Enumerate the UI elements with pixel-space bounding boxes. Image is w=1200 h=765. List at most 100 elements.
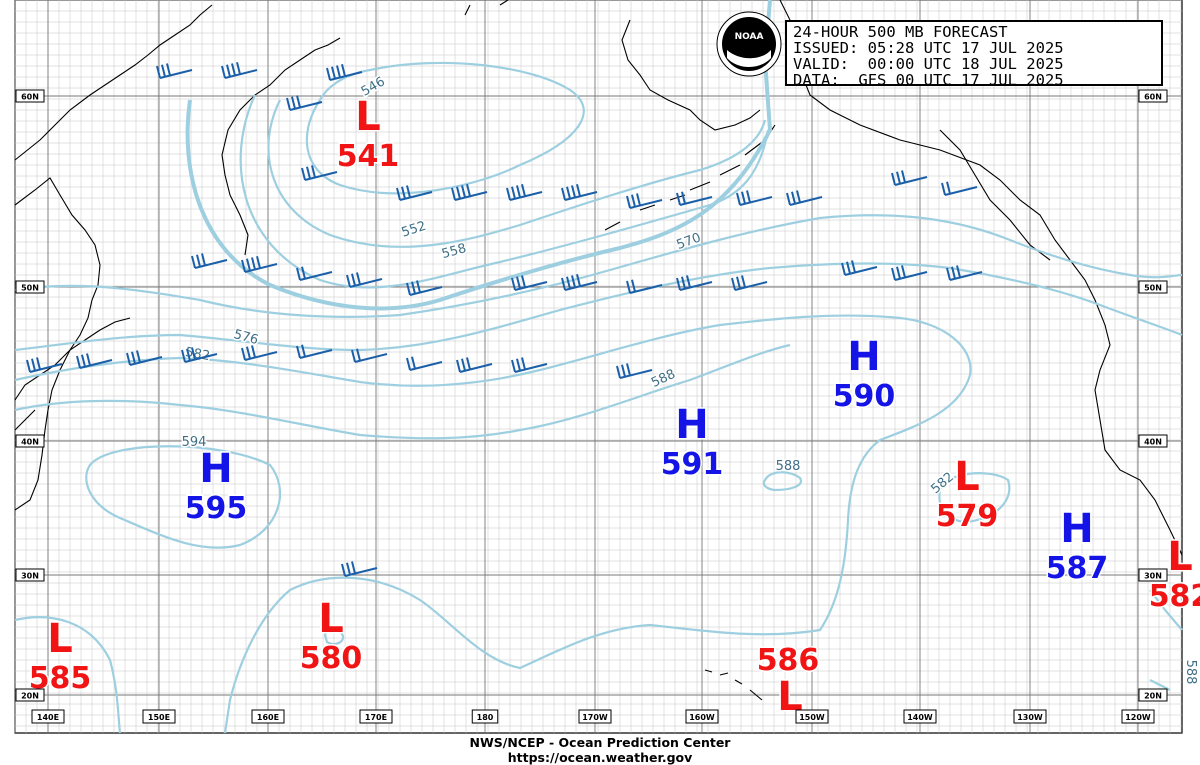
lat-label-50N-right: 50N — [1138, 280, 1168, 294]
contour-east — [1149, 589, 1183, 691]
svg-text:30N: 30N — [21, 572, 39, 581]
pressure-center-L-582: L582 — [1147, 533, 1200, 616]
wind-barb — [511, 357, 548, 373]
lat-label-30N-right: 30N — [1138, 568, 1168, 582]
japan-coast — [14, 317, 131, 431]
wind-barb — [346, 272, 383, 288]
contour-580-small — [323, 628, 345, 646]
svg-text:60N: 60N — [21, 93, 39, 102]
center-type-L: L — [47, 616, 73, 662]
center-type-L: L — [355, 94, 381, 140]
lon-label-180: 180 — [471, 709, 499, 724]
wind-barb — [181, 347, 218, 363]
wind-barb — [841, 260, 878, 276]
svg-text:40N: 40N — [21, 438, 39, 447]
svg-text:130W: 130W — [1017, 713, 1043, 722]
center-value: 591 — [661, 447, 724, 482]
svg-text:50N: 50N — [1144, 284, 1162, 293]
lon-label-150E: 150E — [142, 709, 176, 724]
kamchatka-coast — [221, 37, 341, 256]
svg-text:150W: 150W — [799, 713, 825, 722]
center-type-L: L — [1167, 534, 1193, 580]
contour-label-588: 588 — [776, 459, 801, 474]
issued-time: ISSUED: 05:28 UTC 17 JUL 2025 — [793, 39, 1064, 57]
contour-588 — [14, 343, 791, 734]
wind-barb — [891, 170, 928, 186]
wind-barb — [941, 181, 978, 196]
svg-text:160E: 160E — [257, 713, 279, 722]
lon-label-140W: 140W — [903, 709, 937, 724]
contour-588-small — [762, 471, 803, 492]
center-value: 590 — [833, 379, 896, 414]
center-type-H: H — [847, 334, 880, 380]
lon-label-150W: 150W — [795, 709, 829, 724]
center-value: 579 — [936, 499, 999, 534]
contour-594 — [85, 445, 282, 549]
data-source: DATA: GFS 00 UTC 17 JUL 2025 — [793, 71, 1064, 89]
wind-barb — [126, 350, 163, 366]
lon-label-160W: 160W — [685, 709, 719, 724]
contour-582 — [14, 314, 972, 734]
svg-text:170E: 170E — [365, 713, 387, 722]
svg-text:140E: 140E — [37, 713, 59, 722]
lat-label-60N-left: 60N — [15, 89, 45, 103]
svg-text:60N: 60N — [1144, 93, 1162, 102]
footer-url[interactable]: https://ocean.weather.gov — [507, 750, 693, 765]
center-type-L: L — [318, 596, 344, 642]
footer-agency: NWS/NCEP - Ocean Prediction Center — [469, 735, 731, 750]
center-type-H: H — [199, 446, 232, 492]
center-type-H: H — [1060, 506, 1093, 552]
pressure-center-layer: L541H595H591H590L579H587L582L580L586L585 — [27, 93, 1200, 722]
svg-text:140W: 140W — [907, 713, 933, 722]
contour-546 — [305, 61, 585, 195]
wind-barb — [736, 190, 773, 206]
wind-barb — [241, 256, 278, 273]
lat-label-40N-left: 40N — [15, 434, 45, 448]
valid-time: VALID: 00:00 UTC 18 JUL 2025 — [793, 55, 1064, 73]
wind-barb-layer — [26, 62, 983, 577]
contour-582-small — [938, 472, 1011, 524]
center-value: 595 — [185, 491, 248, 526]
center-value: 582 — [1149, 579, 1200, 614]
wind-barb — [786, 190, 823, 206]
wind-barb — [406, 356, 443, 371]
wind-barb — [676, 191, 713, 206]
svg-text:40N: 40N — [1144, 438, 1162, 447]
wind-barb — [296, 266, 333, 281]
wind-barb — [76, 353, 113, 369]
height-contours — [14, 0, 1183, 734]
lon-label-170E: 170E — [359, 709, 393, 724]
svg-text:160W: 160W — [689, 713, 715, 722]
wind-barb — [626, 193, 663, 209]
svg-text:170W: 170W — [582, 713, 608, 722]
wind-barb — [221, 62, 258, 79]
noaa-logo-text: NOAA — [735, 32, 764, 42]
svg-text:20N: 20N — [21, 692, 39, 701]
hawaii-islands — [704, 669, 763, 701]
forecast-title: 24-HOUR 500 MB FORECAST — [793, 23, 1008, 41]
wind-barb — [891, 265, 928, 281]
lat-label-20N-left: 20N — [15, 688, 45, 702]
wind-barb — [451, 184, 488, 201]
wind-barb — [351, 348, 388, 363]
contour-552 — [267, 99, 767, 248]
center-value: 541 — [337, 139, 400, 174]
lon-label-120W: 120W — [1121, 709, 1155, 724]
center-value: 587 — [1046, 551, 1109, 586]
wind-barb — [326, 64, 363, 81]
svg-text:20N: 20N — [1144, 692, 1162, 701]
wind-barb — [26, 357, 63, 373]
contour-label-588: 588 — [1183, 660, 1198, 685]
wind-barb — [156, 63, 193, 79]
wind-barb — [341, 561, 378, 577]
wind-barb — [456, 357, 493, 373]
wind-barb — [296, 344, 333, 359]
wind-barb — [626, 279, 663, 294]
wind-barb — [946, 265, 983, 281]
